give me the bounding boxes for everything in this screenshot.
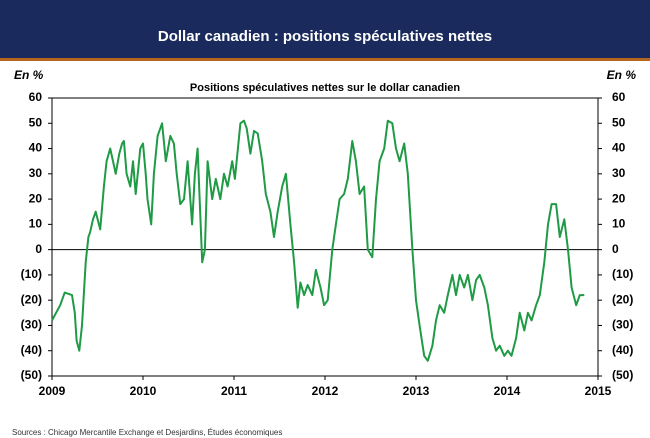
y-tick-label: (10) [21, 267, 42, 281]
y-tick-label: 20 [29, 191, 43, 205]
source-note: Sources : Chicago Mercantile Exchange et… [12, 428, 282, 437]
y2-tick-label: (40) [612, 343, 633, 357]
chart-title: Positions spéculatives nettes sur le dol… [190, 82, 460, 94]
y2-tick-label: 0 [612, 242, 619, 256]
x-tick-label: 2013 [403, 384, 430, 398]
y2-tick-label: 60 [612, 90, 626, 104]
y2-tick-label: 50 [612, 115, 626, 129]
data-line [51, 119, 585, 362]
y-tick-label: (30) [21, 318, 42, 332]
y2-tick-label: (50) [612, 368, 633, 382]
x-tick-label: 2010 [130, 384, 157, 398]
y-tick-label: 40 [29, 141, 43, 155]
x-tick-label: 2014 [494, 384, 521, 398]
y-tick-label: 60 [29, 90, 43, 104]
y-tick-label: 10 [29, 217, 43, 231]
header-title: Dollar canadien : positions spéculatives… [158, 28, 492, 45]
y-tick-label: (50) [21, 368, 42, 382]
x-tick-label: 2009 [39, 384, 66, 398]
y-axis-label: En % [14, 68, 44, 82]
y2-tick-label: 40 [612, 141, 626, 155]
y-tick-label: (40) [21, 343, 42, 357]
x-tick-label: 2011 [221, 384, 247, 398]
y2-tick-label: 10 [612, 217, 626, 231]
header-bar [0, 0, 650, 58]
y-tick-label: (20) [21, 292, 42, 306]
y2-tick-label: (30) [612, 318, 633, 332]
y2-tick-label: (20) [612, 292, 633, 306]
header-stripe [0, 58, 650, 61]
x-tick-label: 2012 [312, 384, 339, 398]
y-tick-label: 50 [29, 115, 43, 129]
y-tick-label: 30 [29, 166, 43, 180]
y-tick-label: 0 [35, 242, 42, 256]
y2-tick-label: 30 [612, 166, 626, 180]
y2-tick-label: (10) [612, 267, 633, 281]
y2-axis-label: En % [607, 68, 637, 82]
y2-tick-label: 20 [612, 191, 626, 205]
x-tick-label: 2015 [585, 384, 612, 398]
